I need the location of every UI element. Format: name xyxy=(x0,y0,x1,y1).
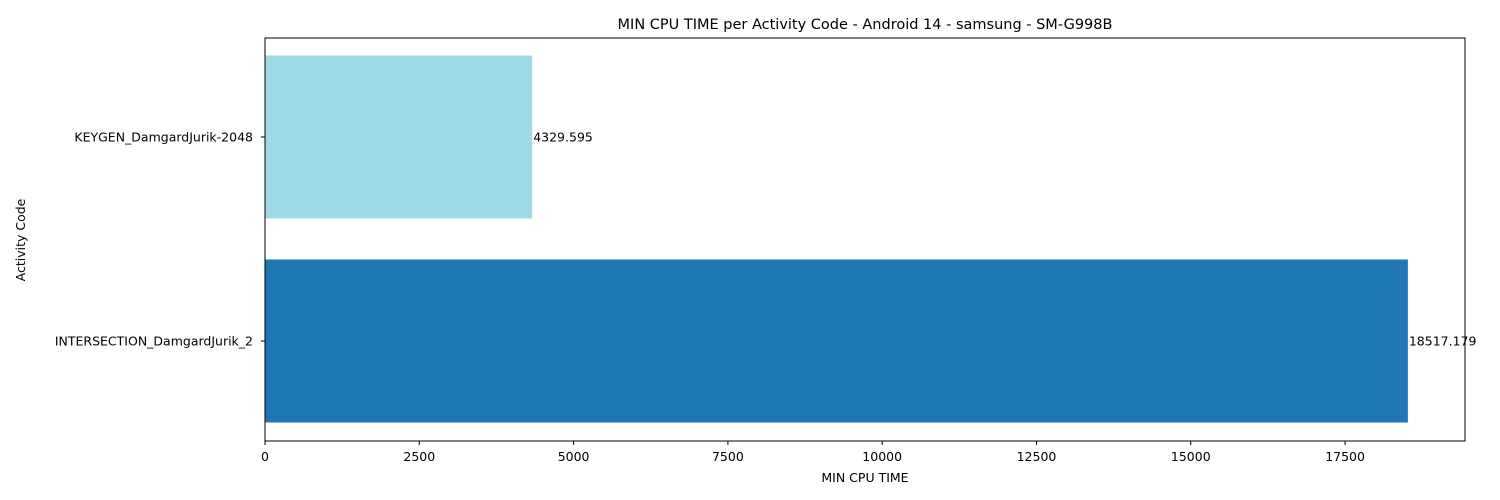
x-tick-label: 12500 xyxy=(1017,449,1057,464)
data-label-INTERSECTION_DamgardJurik_2: 18517.179 xyxy=(1409,334,1477,349)
data-labels-layer: 18517.179 4329.595 xyxy=(533,130,1476,349)
x-axis-ticks: 0 2500 5000 7500 10000 12500 15000 17500 xyxy=(261,441,1365,464)
y-tick-label: KEYGEN_DamgardJurik-2048 xyxy=(74,130,253,145)
x-axis-label: MIN CPU TIME xyxy=(821,470,908,485)
plot-frame xyxy=(264,37,1466,442)
x-tick-label: 2500 xyxy=(403,449,435,464)
x-tick-label: 10000 xyxy=(862,449,902,464)
y-axis-ticks: INTERSECTION_DamgardJurik_2 KEYGEN_Damgar… xyxy=(55,130,265,349)
bar-KEYGEN_DamgardJurik-2048 xyxy=(265,55,533,219)
bars-layer xyxy=(265,55,1408,423)
x-tick-label: 0 xyxy=(261,449,269,464)
x-tick-label: 7500 xyxy=(712,449,744,464)
y-axis-label: Activity Code xyxy=(13,198,28,281)
x-tick-label: 15000 xyxy=(1171,449,1211,464)
data-label-KEYGEN_DamgardJurik-2048: 4329.595 xyxy=(533,130,593,145)
x-tick-label: 17500 xyxy=(1325,449,1365,464)
y-tick-label: INTERSECTION_DamgardJurik_2 xyxy=(55,334,253,349)
bar-INTERSECTION_DamgardJurik_2 xyxy=(265,259,1408,423)
chart-title: MIN CPU TIME per Activity Code - Android… xyxy=(618,17,1113,33)
x-tick-label: 5000 xyxy=(558,449,590,464)
